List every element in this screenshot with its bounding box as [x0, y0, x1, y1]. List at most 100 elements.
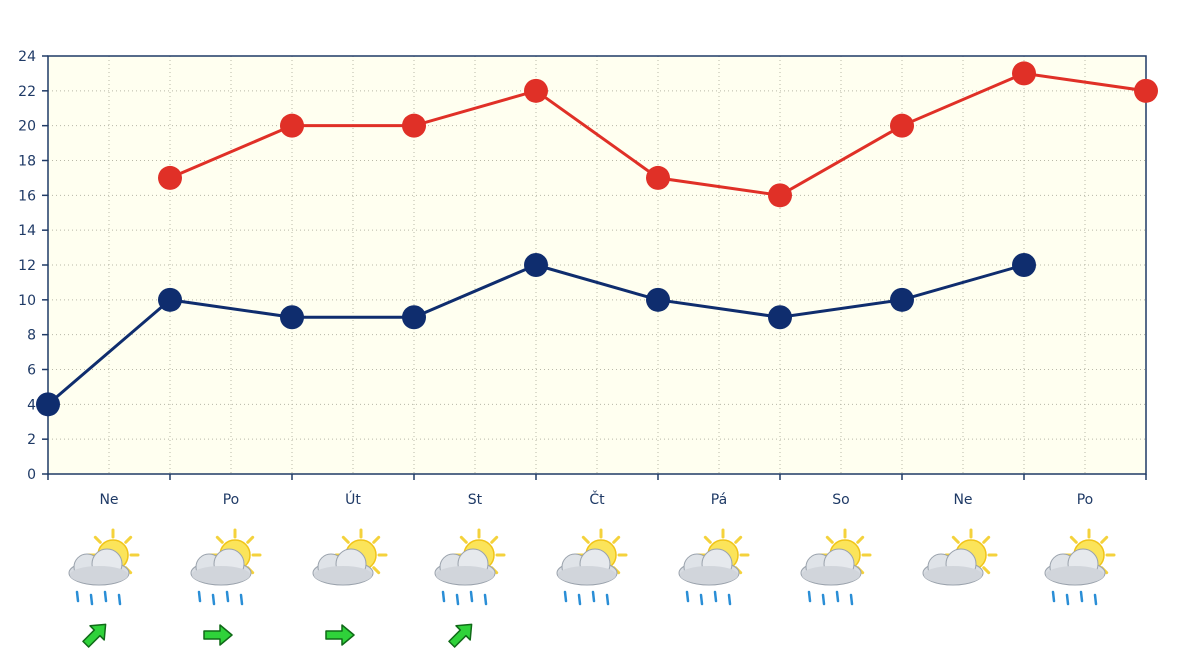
rain-drop — [211, 593, 216, 606]
arrow-shape — [325, 624, 355, 646]
cloud-base — [192, 566, 250, 584]
x-axis-day-labels: Ne Po Út St Čt Pá So Ne Po — [47, 474, 1147, 508]
partly-sunny-rain-icon — [678, 528, 750, 606]
sun-ray — [581, 535, 590, 544]
rain-drop — [75, 590, 80, 603]
wind-arrow-northeast-icon — [82, 623, 107, 648]
y-tick-label: 22 — [18, 84, 36, 100]
partly-sunny-icon — [312, 528, 388, 586]
y-tick-label: 6 — [27, 363, 36, 379]
y-tick-label: 2 — [27, 432, 36, 448]
data-point — [524, 253, 548, 277]
sun-ray — [825, 535, 834, 544]
day-label: Pá — [711, 492, 727, 508]
partly-sunny-rain-icon — [1044, 528, 1116, 606]
data-point — [646, 287, 670, 312]
data-point — [768, 305, 792, 330]
day-label: So — [832, 492, 849, 508]
rain-drop — [1079, 590, 1084, 603]
cloud-base — [680, 566, 738, 584]
y-tick-label: 12 — [18, 258, 36, 274]
grid-lines — [48, 55, 1146, 474]
partly-sunny-icon — [922, 528, 998, 586]
data-point — [524, 78, 548, 103]
y-tick-label: 16 — [18, 188, 36, 204]
y-tick-label: 18 — [18, 154, 36, 170]
cloud-base — [70, 566, 128, 584]
wind-arrow-northeast-icon — [448, 623, 473, 648]
rain-drop — [591, 590, 596, 603]
data-point — [280, 113, 304, 138]
rain-drop — [821, 593, 826, 606]
cloud-base — [436, 566, 494, 584]
rain-drop — [103, 590, 108, 603]
sun-ray — [612, 535, 621, 544]
rain-drop — [469, 590, 474, 603]
rain-drop — [1065, 593, 1070, 606]
rain-drop — [849, 593, 854, 606]
sun-ray — [1100, 535, 1109, 544]
arrow-shape — [203, 624, 233, 646]
y-tick-label: 4 — [27, 397, 36, 413]
data-point — [1134, 78, 1158, 103]
day-label: Po — [1077, 492, 1094, 508]
cloud-base — [558, 566, 616, 584]
data-point — [280, 305, 304, 330]
sun-ray — [1069, 535, 1078, 544]
rain-drop — [685, 590, 690, 603]
data-point — [890, 287, 914, 312]
rain-drop — [835, 590, 840, 603]
rain-drop — [1093, 593, 1098, 606]
sun-ray — [459, 535, 468, 544]
day-label: Út — [345, 490, 361, 508]
day-label: St — [468, 492, 483, 508]
partly-sunny-rain-icon — [800, 528, 872, 606]
data-point — [402, 305, 426, 330]
sun-ray — [372, 566, 381, 575]
sun-ray — [246, 535, 255, 544]
partly-sunny-rain-icon — [434, 528, 506, 606]
wind-arrow-east-icon — [203, 624, 233, 646]
rain-drop — [605, 593, 610, 606]
y-tick-label: 8 — [27, 328, 36, 344]
rain-drop — [455, 593, 460, 606]
arrow-shape — [448, 623, 473, 648]
series-1 — [36, 253, 1036, 417]
series-layer — [36, 61, 1158, 417]
data-point — [768, 183, 792, 208]
y-tick-label: 20 — [18, 119, 36, 135]
data-point — [1012, 61, 1036, 86]
data-point — [646, 165, 670, 190]
sun-ray — [982, 535, 991, 544]
y-tick-label: 24 — [18, 49, 36, 65]
sun-ray — [856, 535, 865, 544]
partly-sunny-rain-icon — [190, 528, 262, 606]
partly-sunny-rain-icon — [68, 528, 140, 606]
rain-drop — [699, 593, 704, 606]
data-point — [890, 113, 914, 138]
rain-drop — [117, 593, 122, 606]
data-point — [402, 113, 426, 138]
sun-ray — [215, 535, 224, 544]
cloud-base — [1046, 566, 1104, 584]
partly-sunny-rain-icon — [556, 528, 628, 606]
y-tick-label: 0 — [27, 467, 36, 483]
day-label: Po — [223, 492, 240, 508]
cloud-base — [924, 566, 982, 584]
rain-drop — [807, 590, 812, 603]
series-0 — [158, 61, 1158, 208]
rain-drop — [89, 593, 94, 606]
wind-arrow-east-icon — [325, 624, 355, 646]
sun-ray — [93, 535, 102, 544]
sun-ray — [703, 535, 712, 544]
day-label: Čt — [589, 490, 605, 508]
sun-ray — [734, 535, 743, 544]
sun-ray — [372, 535, 381, 544]
sun-ray — [341, 535, 350, 544]
rain-drop — [577, 593, 582, 606]
rain-drop — [197, 590, 202, 603]
arrow-shape — [82, 623, 107, 648]
data-point — [158, 287, 182, 312]
rain-drop — [713, 590, 718, 603]
